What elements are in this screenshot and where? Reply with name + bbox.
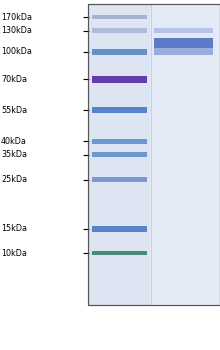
Bar: [88, 4, 220, 304]
Bar: [88, 4, 220, 304]
Text: 70kDa: 70kDa: [1, 75, 27, 84]
Bar: [154, 28, 213, 33]
Text: 35kDa: 35kDa: [1, 150, 27, 159]
Bar: [92, 251, 147, 256]
Bar: [92, 139, 147, 144]
Text: 10kDa: 10kDa: [1, 249, 27, 258]
Bar: [92, 152, 147, 158]
Text: 130kDa: 130kDa: [1, 26, 32, 35]
Bar: [92, 177, 147, 182]
Bar: [154, 38, 213, 48]
Bar: [150, 4, 220, 304]
Text: 55kDa: 55kDa: [1, 106, 27, 115]
Bar: [92, 107, 147, 113]
Bar: [92, 226, 147, 232]
Text: 25kDa: 25kDa: [1, 175, 27, 184]
Bar: [92, 15, 147, 19]
Bar: [92, 76, 147, 83]
Bar: [92, 28, 147, 33]
Text: 170kDa: 170kDa: [1, 13, 32, 22]
Text: 40kDa: 40kDa: [1, 137, 27, 146]
Text: 15kDa: 15kDa: [1, 224, 27, 233]
Bar: [92, 49, 147, 55]
Text: 100kDa: 100kDa: [1, 47, 32, 56]
Bar: [154, 48, 213, 55]
